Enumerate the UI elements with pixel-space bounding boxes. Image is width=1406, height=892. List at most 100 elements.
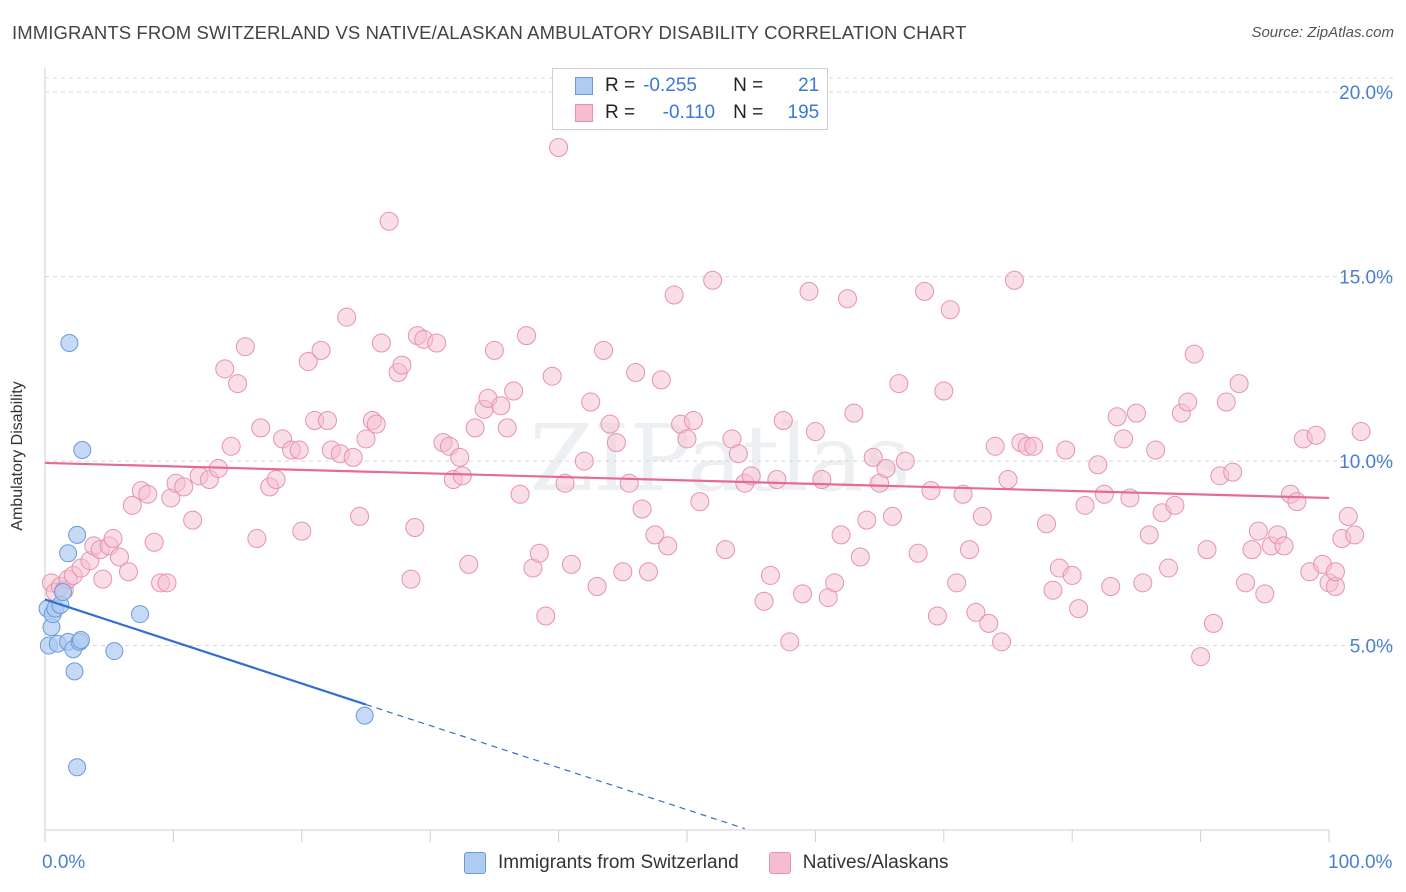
natives-point xyxy=(1229,374,1249,394)
natives-point xyxy=(371,333,391,353)
switzerland-point xyxy=(131,605,150,624)
natives-point xyxy=(1075,495,1095,515)
natives-point xyxy=(767,470,787,490)
natives-point xyxy=(632,499,652,519)
series-swatch-pink xyxy=(768,852,791,874)
natives-point xyxy=(1255,584,1275,604)
natives-point xyxy=(587,577,607,597)
natives-point xyxy=(401,569,421,589)
natives-point xyxy=(1197,540,1217,560)
natives-point xyxy=(459,554,479,574)
natives-point xyxy=(215,359,235,379)
natives-point xyxy=(600,414,620,434)
natives-point xyxy=(703,270,723,290)
series-legend-item-switzerland: Immigrants from Switzerland xyxy=(464,852,739,874)
natives-point xyxy=(992,632,1012,652)
natives-point xyxy=(606,433,626,453)
natives-point xyxy=(1101,577,1121,597)
natives-point xyxy=(1287,492,1307,512)
natives-point xyxy=(93,569,113,589)
natives-point xyxy=(311,340,331,360)
natives-point xyxy=(1133,573,1153,593)
natives-point xyxy=(619,473,639,493)
switzerland-trend-extension xyxy=(365,703,745,830)
natives-point xyxy=(1037,514,1057,534)
natives-point xyxy=(985,436,1005,456)
y-tick-label: 5.0% xyxy=(1350,637,1393,658)
natives-point xyxy=(850,547,870,567)
natives-point xyxy=(940,300,960,320)
natives-point xyxy=(799,281,819,301)
natives-point xyxy=(658,536,678,556)
legend-n-value: 21 xyxy=(798,75,820,96)
x-tick-label-max: 100.0% xyxy=(1328,852,1393,873)
natives-point xyxy=(542,366,562,386)
natives-point xyxy=(927,606,947,626)
legend-r-label: R = xyxy=(605,102,636,123)
natives-point xyxy=(555,473,575,493)
natives-point xyxy=(741,466,761,486)
legend-n-label: N = xyxy=(733,75,764,96)
natives-point xyxy=(1203,613,1223,633)
natives-point xyxy=(953,484,973,504)
switzerland-point xyxy=(59,544,78,563)
natives-point xyxy=(1146,440,1166,460)
natives-point xyxy=(998,470,1018,490)
natives-point xyxy=(1088,455,1108,475)
natives-point xyxy=(366,414,386,434)
natives-point xyxy=(677,429,697,449)
legend-r-value: -0.110 xyxy=(662,102,716,123)
natives-point xyxy=(626,363,646,383)
natives-point xyxy=(882,506,902,526)
natives-point xyxy=(529,543,549,563)
natives-point xyxy=(760,565,780,585)
natives-point xyxy=(1165,495,1185,515)
natives-point xyxy=(405,517,425,537)
natives-point xyxy=(1139,525,1159,545)
natives-point xyxy=(895,451,915,471)
natives-point xyxy=(1216,392,1236,412)
natives-point xyxy=(934,381,954,401)
switzerland-point xyxy=(53,583,72,602)
series-legend-item-natives: Natives/Alaskans xyxy=(768,852,948,874)
natives-point xyxy=(174,477,194,497)
natives-point xyxy=(517,326,536,346)
natives-point xyxy=(497,418,517,438)
natives-point xyxy=(504,381,524,401)
natives-point xyxy=(831,525,851,545)
natives-point xyxy=(1126,403,1146,423)
series-swatch-blue xyxy=(464,852,486,874)
switzerland-point xyxy=(68,525,87,544)
natives-point xyxy=(144,532,164,552)
natives-point xyxy=(1236,573,1256,593)
natives-point xyxy=(716,540,736,560)
natives-point xyxy=(379,211,399,231)
natives-point xyxy=(427,333,447,353)
natives-point xyxy=(1094,484,1114,504)
natives-point xyxy=(157,573,177,593)
natives-point xyxy=(889,374,909,394)
natives-point xyxy=(561,554,581,574)
natives-point xyxy=(289,440,309,460)
natives-point xyxy=(793,584,813,604)
natives-point xyxy=(1325,562,1345,582)
correlation-legend: R = -0.255 N = 21 R = -0.110 N = 195 xyxy=(552,68,828,130)
natives-point xyxy=(1338,506,1358,526)
switzerland-point xyxy=(105,642,124,661)
x-tick-label-min: 0.0% xyxy=(42,852,86,873)
natives-point xyxy=(1056,440,1076,460)
natives-point xyxy=(773,410,793,430)
natives-point xyxy=(1351,422,1371,442)
y-tick-label: 20.0% xyxy=(1339,83,1393,104)
source-credit: Source: ZipAtlas.com xyxy=(1251,24,1394,41)
natives-point xyxy=(581,392,601,412)
natives-point xyxy=(450,447,470,467)
natives-point xyxy=(1062,565,1082,585)
legend-n-value: 195 xyxy=(787,102,820,123)
natives-point xyxy=(343,447,363,467)
natives-point xyxy=(876,458,896,478)
natives-point xyxy=(1043,580,1063,600)
natives-point xyxy=(122,495,142,515)
natives-point xyxy=(805,422,825,442)
natives-point xyxy=(103,529,123,549)
